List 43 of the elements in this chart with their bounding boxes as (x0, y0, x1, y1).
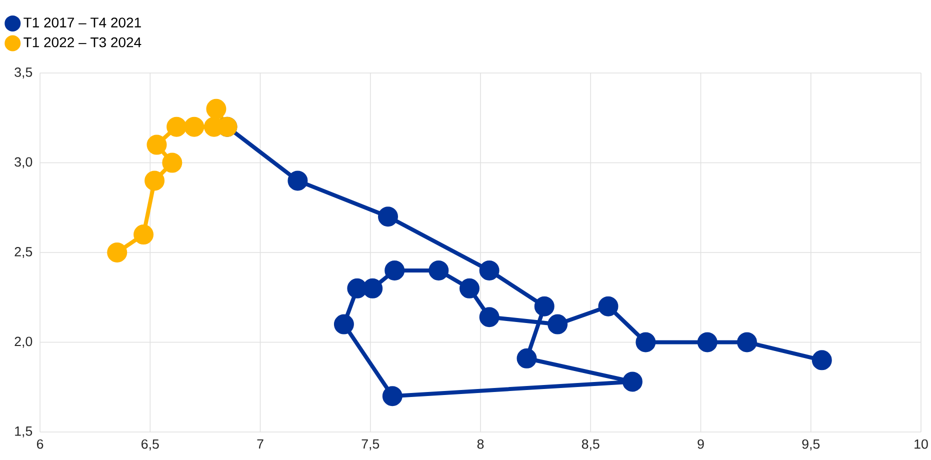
legend-label: T1 2017 – T4 2021 (24, 18, 141, 28)
y-tick-label: 3,0 (14, 157, 32, 168)
point (479, 260, 500, 280)
x-tick-label: 8,5 (582, 439, 600, 450)
point (166, 116, 187, 137)
point (428, 260, 449, 280)
point (516, 348, 537, 368)
x-tick-label: 7,5 (362, 439, 380, 450)
point (134, 224, 154, 245)
point (737, 332, 757, 352)
point (162, 152, 182, 173)
point (812, 350, 832, 370)
point (534, 296, 554, 316)
y-tick-label: 2,0 (14, 336, 32, 348)
point (622, 372, 642, 392)
x-tick-label: 8 (477, 439, 484, 449)
point (598, 296, 618, 316)
x-tick-label: 9,5 (802, 439, 820, 450)
point (206, 98, 226, 119)
point (479, 307, 500, 328)
point (144, 170, 165, 191)
point (382, 386, 402, 406)
x-tick-label: 6,5 (142, 439, 159, 450)
point (697, 332, 718, 352)
point (378, 206, 398, 227)
point (636, 332, 656, 352)
point (362, 278, 383, 298)
point (548, 314, 568, 334)
y-tick-label: 3,5 (14, 67, 32, 79)
point (459, 278, 480, 298)
point (334, 314, 354, 334)
x-tick-label: 9 (698, 439, 704, 449)
y-tick-label: 1,5 (15, 426, 32, 438)
y-tick-label: 2,5 (14, 246, 32, 258)
point (107, 242, 128, 262)
point (184, 116, 204, 137)
point (146, 134, 167, 155)
point (384, 260, 405, 280)
point (288, 170, 308, 191)
legend-label: T1 2022 – T3 2024 (24, 37, 142, 48)
x-tick-label: 6 (36, 439, 44, 449)
x-tick-label: 10 (914, 439, 928, 449)
x-tick-label: 7 (257, 439, 264, 449)
